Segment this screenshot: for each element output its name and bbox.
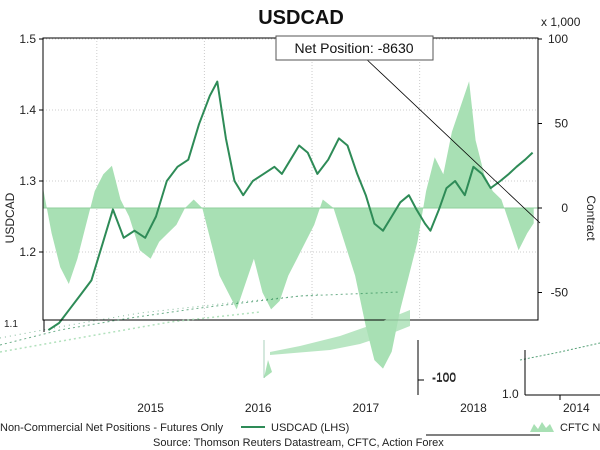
x-tick-label: 2015 (137, 401, 164, 415)
line-layer (47, 80, 534, 331)
ghost-low-value: -100 (432, 371, 456, 385)
source-note: Source: Thomson Reuters Datastream, CFTC… (153, 437, 444, 449)
cftc-net-position-area (43, 81, 534, 369)
area-layer (43, 81, 534, 369)
right-tick-label: -50 (551, 286, 569, 300)
ghost-axis-value: 1.0 (502, 387, 519, 401)
left-tick-label: 1.4 (19, 103, 36, 117)
ghost-left-value: 1.1 (4, 319, 18, 330)
left-tick-label: 1.5 (19, 32, 36, 46)
right-tick-label: 0 (561, 201, 568, 215)
x-tick-label: 2018 (460, 401, 487, 415)
net-position-callout-box (275, 35, 434, 61)
legend: Non-Commercial Net Positions - Futures O… (0, 422, 600, 434)
ghost-artifacts (0, 291, 600, 400)
left-axis-ticks: 1.5 1.4 1.3 1.2 (19, 32, 43, 259)
x-tick-label: 2017 (352, 401, 379, 415)
legend-area-swatch (530, 422, 554, 432)
left-axis-title: USDCAD (3, 192, 17, 243)
right-axis-title: Contract (584, 195, 598, 241)
right-tick-label: -100 (432, 370, 456, 384)
ghost-year-label: 2014 (563, 401, 590, 415)
chart-title: USDCAD (258, 7, 344, 29)
left-tick-label: 1.3 (19, 174, 36, 188)
right-axis-multiplier: x 1,000 (541, 15, 581, 29)
net-position-callout: Net Position: -8630 (294, 40, 413, 56)
legend-line-label: USDCAD (LHS) (271, 422, 349, 434)
grid (43, 38, 538, 320)
callout-pointer (362, 55, 541, 224)
left-tick-label: 1.2 (19, 245, 36, 259)
right-axis-ticks: 100 50 0 -50 -100 (432, 32, 568, 384)
right-tick-label: 100 (548, 32, 568, 46)
right-tick-label: 50 (555, 117, 569, 131)
legend-cftc-label: CFTC N (560, 422, 600, 434)
x-axis-ticks: 2015 2016 2017 2018 (137, 401, 487, 415)
legend-area-label: Non-Commercial Net Positions - Futures O… (0, 422, 224, 434)
usdcad-line (47, 80, 534, 331)
x-tick-label: 2016 (245, 401, 272, 415)
